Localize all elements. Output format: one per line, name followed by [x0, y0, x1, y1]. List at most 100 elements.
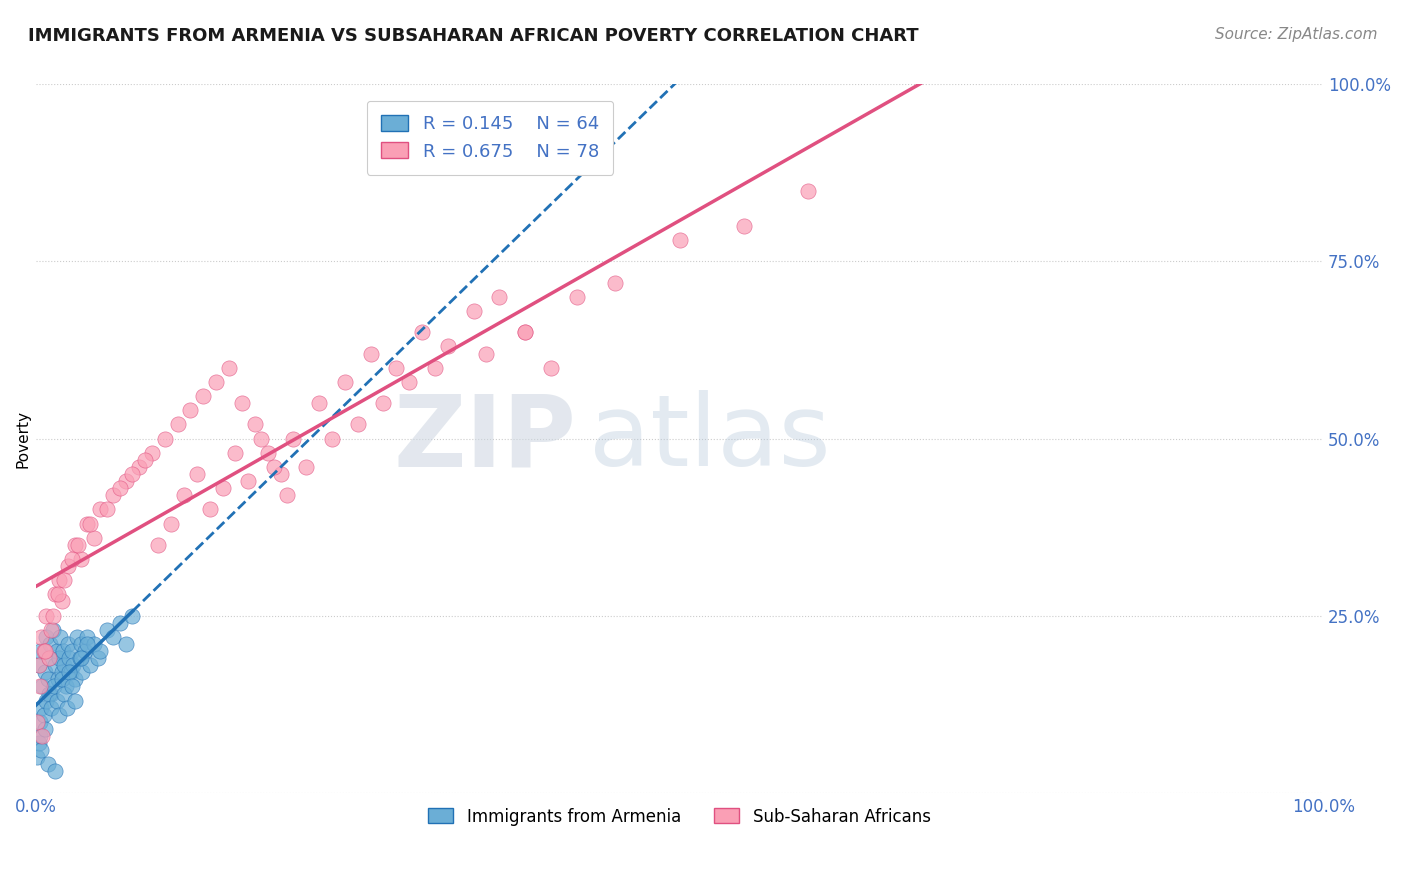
Point — [41, 700, 63, 714]
Point — [398, 375, 420, 389]
Point — [41, 623, 63, 637]
Point — [53, 573, 76, 587]
Point — [668, 233, 690, 247]
Point — [28, 714, 51, 729]
Point — [51, 673, 73, 687]
Point — [31, 680, 53, 694]
Point — [27, 736, 49, 750]
Point — [346, 417, 368, 432]
Point — [56, 559, 79, 574]
Point — [60, 644, 83, 658]
Text: Source: ZipAtlas.com: Source: ZipAtlas.com — [1215, 27, 1378, 42]
Point — [30, 700, 52, 714]
Point — [179, 403, 201, 417]
Point — [51, 665, 73, 680]
Point — [28, 680, 51, 694]
Point — [250, 432, 273, 446]
Point — [96, 502, 118, 516]
Point — [121, 467, 143, 481]
Point — [53, 658, 76, 673]
Point — [198, 502, 221, 516]
Point — [45, 644, 67, 658]
Point — [46, 673, 69, 687]
Point — [45, 693, 67, 707]
Point — [70, 651, 93, 665]
Point — [60, 552, 83, 566]
Point — [66, 630, 89, 644]
Point — [31, 729, 53, 743]
Point — [34, 722, 56, 736]
Point — [256, 446, 278, 460]
Point — [224, 446, 246, 460]
Point — [27, 658, 49, 673]
Point — [48, 573, 70, 587]
Point — [513, 326, 536, 340]
Point — [41, 623, 63, 637]
Point — [423, 360, 446, 375]
Y-axis label: Poverty: Poverty — [15, 409, 31, 467]
Point — [87, 651, 110, 665]
Point — [38, 651, 60, 665]
Point — [108, 615, 131, 630]
Point — [166, 417, 188, 432]
Point — [37, 673, 59, 687]
Point — [63, 538, 86, 552]
Point — [283, 432, 305, 446]
Point — [30, 743, 52, 757]
Point — [69, 651, 91, 665]
Point — [42, 680, 65, 694]
Point — [76, 516, 98, 531]
Point — [38, 651, 60, 665]
Point — [55, 680, 77, 694]
Point — [67, 538, 90, 552]
Point — [34, 665, 56, 680]
Point — [35, 630, 58, 644]
Point — [52, 644, 75, 658]
Point — [101, 488, 124, 502]
Point — [308, 396, 330, 410]
Point — [186, 467, 208, 481]
Point — [605, 276, 627, 290]
Point — [89, 644, 111, 658]
Point — [39, 637, 62, 651]
Point — [60, 680, 83, 694]
Text: atlas: atlas — [589, 390, 831, 487]
Point — [56, 700, 79, 714]
Point — [25, 750, 48, 764]
Point — [49, 630, 72, 644]
Point — [63, 673, 86, 687]
Point — [411, 326, 433, 340]
Point — [32, 707, 55, 722]
Point — [128, 459, 150, 474]
Point — [41, 608, 63, 623]
Point — [96, 623, 118, 637]
Point — [173, 488, 195, 502]
Point — [360, 346, 382, 360]
Point — [44, 587, 66, 601]
Point — [733, 219, 755, 233]
Point — [238, 474, 260, 488]
Point — [76, 637, 98, 651]
Point — [513, 326, 536, 340]
Text: IMMIGRANTS FROM ARMENIA VS SUBSAHARAN AFRICAN POVERTY CORRELATION CHART: IMMIGRANTS FROM ARMENIA VS SUBSAHARAN AF… — [28, 27, 918, 45]
Point — [270, 467, 292, 481]
Point — [79, 658, 101, 673]
Point — [62, 658, 84, 673]
Point — [28, 729, 51, 743]
Point — [205, 375, 228, 389]
Point — [70, 637, 93, 651]
Point — [58, 651, 80, 665]
Point — [51, 594, 73, 608]
Point — [231, 396, 253, 410]
Point — [44, 658, 66, 673]
Point — [72, 665, 94, 680]
Point — [83, 637, 105, 651]
Point — [59, 665, 82, 680]
Point — [121, 608, 143, 623]
Point — [37, 757, 59, 772]
Point — [83, 531, 105, 545]
Point — [115, 637, 138, 651]
Point — [58, 665, 80, 680]
Point — [385, 360, 408, 375]
Point — [34, 644, 56, 658]
